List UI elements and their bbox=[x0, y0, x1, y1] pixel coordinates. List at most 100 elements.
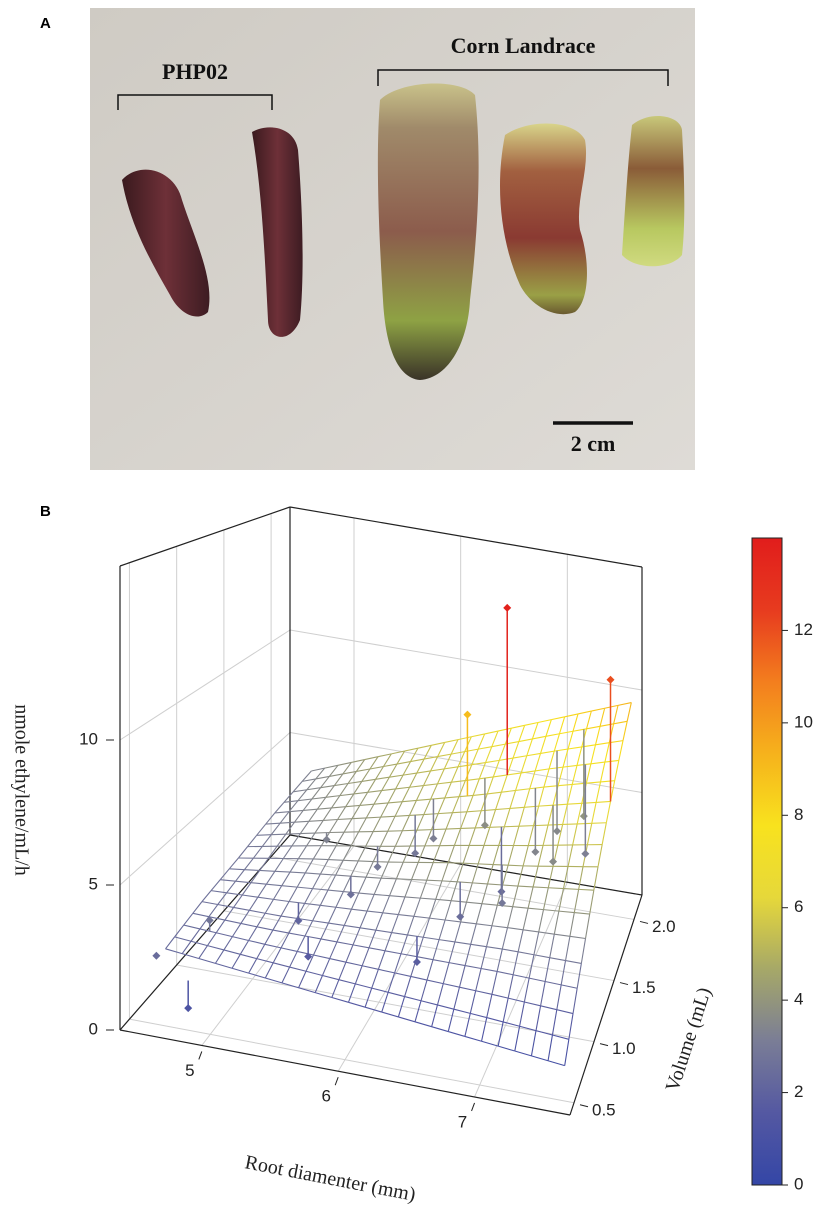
surface-mesh bbox=[451, 882, 457, 901]
surface-mesh bbox=[273, 930, 289, 933]
surface-mesh bbox=[374, 791, 382, 805]
surface-mesh bbox=[317, 797, 325, 809]
surface-mesh bbox=[339, 980, 355, 984]
surface-mesh bbox=[290, 967, 306, 971]
x-tick-label: 7 bbox=[458, 1112, 467, 1131]
surface-mesh bbox=[539, 932, 555, 934]
surface-mesh bbox=[337, 942, 353, 945]
surface-mesh bbox=[473, 779, 479, 796]
surface-mesh bbox=[313, 939, 320, 955]
surface-mesh bbox=[249, 959, 257, 973]
surface-mesh bbox=[481, 969, 497, 972]
surface-mesh bbox=[573, 988, 577, 1013]
surface-mesh bbox=[417, 957, 433, 960]
point bbox=[503, 604, 511, 612]
surface-mesh bbox=[281, 901, 289, 916]
surface-mesh bbox=[543, 888, 548, 910]
surface-mesh bbox=[558, 824, 563, 845]
surface-mesh bbox=[461, 828, 476, 829]
surface-mesh bbox=[275, 812, 289, 813]
surface-mesh bbox=[392, 915, 399, 933]
surface-mesh bbox=[515, 1051, 532, 1056]
surface-mesh bbox=[535, 769, 549, 771]
surface-mesh bbox=[532, 722, 538, 738]
surface-mesh bbox=[524, 978, 529, 1002]
surface-mesh bbox=[454, 1009, 470, 1013]
x-tick bbox=[472, 1103, 475, 1111]
surface-mesh bbox=[498, 728, 511, 731]
surface-mesh bbox=[273, 886, 281, 900]
surface-mesh bbox=[249, 910, 265, 913]
surface-mesh bbox=[343, 876, 350, 891]
surface-mesh bbox=[257, 835, 272, 836]
panel-label: B bbox=[40, 503, 51, 520]
surface-mesh bbox=[352, 805, 360, 818]
surface-mesh bbox=[416, 786, 423, 801]
surface-mesh bbox=[348, 984, 355, 1002]
surface-mesh bbox=[317, 808, 331, 809]
surface-mesh bbox=[471, 944, 487, 946]
surface-mesh bbox=[412, 862, 419, 879]
colorbar-tick-label: 12 bbox=[794, 620, 813, 639]
surface-mesh bbox=[289, 901, 305, 903]
surface-mesh bbox=[602, 823, 606, 845]
surface-mesh bbox=[284, 801, 298, 803]
surface-mesh bbox=[496, 808, 510, 809]
surface-mesh bbox=[423, 937, 439, 939]
grid-line bbox=[129, 1019, 574, 1103]
surface-mesh bbox=[586, 782, 600, 783]
surface-mesh bbox=[539, 910, 544, 932]
surface-mesh bbox=[405, 748, 418, 751]
surface-mesh bbox=[548, 866, 553, 887]
surface-mesh bbox=[568, 845, 573, 867]
surface-mesh bbox=[574, 913, 589, 914]
surface-mesh bbox=[220, 880, 235, 881]
surface-mesh bbox=[600, 708, 605, 726]
surface-mesh bbox=[578, 711, 591, 714]
surface-mesh bbox=[455, 922, 461, 942]
surface-mesh bbox=[417, 830, 432, 831]
surface-mesh bbox=[275, 802, 284, 813]
surface-mesh bbox=[266, 813, 275, 824]
surface-mesh bbox=[238, 847, 247, 858]
surface-mesh bbox=[515, 1026, 520, 1051]
surface-mesh bbox=[471, 734, 484, 737]
surface-mesh bbox=[533, 887, 548, 888]
surface-mesh bbox=[315, 820, 323, 833]
surface-mesh bbox=[266, 823, 280, 824]
surface-mesh bbox=[351, 876, 366, 877]
surface-mesh bbox=[445, 920, 461, 922]
surface-mesh bbox=[340, 783, 348, 795]
surface-mesh bbox=[443, 984, 459, 988]
grid-line bbox=[202, 846, 354, 1046]
surface-mesh bbox=[388, 789, 395, 803]
surface-mesh bbox=[284, 792, 293, 803]
point bbox=[429, 834, 437, 842]
surface-mesh bbox=[275, 871, 290, 872]
surface-mesh bbox=[536, 1006, 541, 1031]
surface-mesh bbox=[569, 1014, 573, 1040]
surface-mesh bbox=[257, 944, 265, 958]
surface-mesh bbox=[376, 767, 384, 780]
surface-mesh bbox=[438, 742, 445, 756]
surface-mesh bbox=[486, 747, 492, 763]
surface-mesh bbox=[405, 976, 411, 996]
surface-mesh bbox=[313, 921, 329, 923]
surface-mesh bbox=[461, 812, 467, 829]
point bbox=[463, 711, 471, 719]
surface-mesh bbox=[241, 910, 249, 923]
surface-mesh bbox=[320, 905, 336, 907]
surface-mesh bbox=[432, 1005, 438, 1027]
surface-mesh bbox=[232, 937, 248, 941]
surface-mesh bbox=[353, 928, 360, 945]
point bbox=[374, 863, 382, 871]
surface-mesh bbox=[508, 907, 513, 928]
surface-mesh bbox=[492, 905, 497, 926]
surface-mesh bbox=[232, 923, 240, 936]
surface-mesh bbox=[452, 812, 466, 813]
surface-mesh bbox=[401, 935, 407, 954]
surface-mesh bbox=[431, 784, 438, 799]
surface-mesh bbox=[340, 794, 354, 796]
surface-mesh bbox=[449, 963, 465, 966]
surface-mesh bbox=[300, 821, 308, 833]
